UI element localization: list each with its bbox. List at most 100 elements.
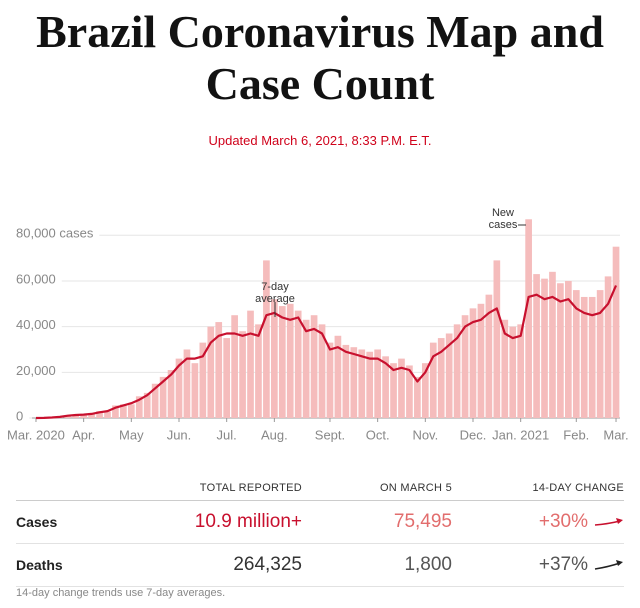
bar bbox=[580, 296, 588, 418]
bar bbox=[278, 306, 286, 418]
bar bbox=[271, 299, 278, 418]
y-tick-label: 0 bbox=[16, 408, 23, 423]
bar bbox=[112, 405, 119, 418]
bar bbox=[135, 396, 143, 418]
bar bbox=[565, 280, 572, 418]
bar bbox=[239, 331, 246, 418]
bar bbox=[263, 260, 270, 418]
bar bbox=[207, 326, 215, 418]
bar bbox=[326, 342, 334, 418]
bar bbox=[406, 365, 413, 418]
bar bbox=[104, 411, 111, 418]
bar bbox=[477, 303, 485, 418]
updated-time: Updated March 6, 2021, 8:33 P.M. E.T. bbox=[208, 133, 432, 148]
average-line bbox=[35, 285, 618, 420]
bar bbox=[318, 324, 326, 418]
x-tick-label: Aug. bbox=[261, 427, 288, 442]
x-tick-label: Feb. bbox=[563, 427, 589, 442]
cell: 75,495 bbox=[302, 500, 452, 544]
cell-text: +37% bbox=[538, 554, 588, 575]
bar bbox=[302, 319, 310, 418]
bar bbox=[557, 283, 564, 418]
bar bbox=[525, 219, 532, 418]
bar bbox=[167, 370, 175, 418]
cell-text: +30% bbox=[538, 511, 588, 532]
x-tick-label: Mar. 2020 bbox=[7, 427, 65, 442]
bar bbox=[143, 392, 151, 418]
bar bbox=[437, 338, 445, 418]
column-header: ON MARCH 5 bbox=[302, 478, 452, 501]
x-tick-label: Sept. bbox=[315, 427, 345, 442]
bar bbox=[485, 294, 493, 418]
bar bbox=[382, 356, 389, 418]
bar bbox=[231, 315, 238, 418]
bar bbox=[509, 326, 517, 418]
bar bbox=[120, 404, 127, 418]
footnote: 14-day change trends use 7-day averages. bbox=[16, 587, 226, 599]
y-tick-label: 80,000 cases bbox=[16, 226, 94, 241]
bar bbox=[247, 310, 254, 418]
bar bbox=[96, 411, 103, 418]
cell: 264,325 bbox=[106, 543, 302, 587]
bar bbox=[215, 322, 223, 418]
bar bbox=[445, 333, 453, 418]
bar bbox=[358, 349, 366, 418]
cell: 1,800 bbox=[302, 543, 452, 587]
bar bbox=[493, 260, 501, 418]
cell: 10.9 million+ bbox=[106, 500, 302, 544]
annotation: 7-day bbox=[261, 281, 289, 293]
x-tick-label: Mar. bbox=[603, 427, 628, 442]
y-tick-label: 60,000 bbox=[16, 271, 56, 286]
bar bbox=[294, 310, 302, 418]
bar bbox=[255, 324, 262, 418]
x-tick-label: Jul. bbox=[217, 427, 237, 442]
page-title: Brazil Coronavirus Map and Case Count bbox=[36, 6, 604, 109]
bar bbox=[374, 349, 381, 418]
x-tick-label: Oct. bbox=[366, 427, 390, 442]
x-tick-label: Jun. bbox=[167, 427, 192, 442]
chart: 0 20,000 40,000 60,000 80,000 cases Mar. 2020… bbox=[7, 207, 629, 443]
bar bbox=[342, 344, 350, 418]
bar bbox=[350, 347, 358, 418]
bar bbox=[612, 246, 620, 418]
summary-table: TOTAL REPORTED ON MARCH 5 14-DAY CHANGE … bbox=[16, 478, 624, 587]
bar bbox=[223, 338, 231, 418]
bars bbox=[40, 219, 620, 418]
x-tick-label: Apr. bbox=[72, 427, 95, 442]
table-header: TOTAL REPORTED ON MARCH 5 14-DAY CHANGE bbox=[16, 478, 624, 501]
bar bbox=[501, 319, 509, 418]
y-tick-label: 40,000 bbox=[16, 317, 56, 332]
bar bbox=[453, 324, 461, 418]
bar bbox=[414, 376, 421, 418]
x-tick-label: May bbox=[119, 427, 144, 442]
bar bbox=[175, 358, 183, 418]
bar bbox=[421, 363, 429, 418]
bar bbox=[588, 296, 596, 418]
y-tick-label: 20,000 bbox=[16, 363, 56, 378]
bar bbox=[334, 335, 342, 418]
bar bbox=[390, 363, 397, 418]
cell: +30% bbox=[452, 500, 624, 544]
bar bbox=[191, 363, 199, 418]
bar bbox=[151, 383, 159, 418]
table-row: Cases 10.9 million+ 75,495 +30% bbox=[16, 500, 624, 544]
bar bbox=[541, 278, 548, 418]
bar bbox=[604, 276, 612, 418]
column-header: 14-DAY CHANGE bbox=[452, 478, 624, 501]
bar bbox=[88, 412, 95, 418]
bar bbox=[469, 308, 477, 418]
cell: +37% bbox=[452, 543, 624, 587]
bar bbox=[286, 303, 294, 418]
annotation: cases bbox=[489, 219, 518, 231]
bar bbox=[533, 274, 540, 418]
bar bbox=[159, 376, 167, 418]
bar bbox=[183, 349, 191, 418]
column-header: TOTAL REPORTED bbox=[106, 478, 302, 501]
bar bbox=[517, 324, 525, 418]
bar bbox=[199, 342, 207, 418]
x-tick-label: Jan. 2021 bbox=[492, 427, 549, 442]
trend-arrow bbox=[594, 517, 623, 526]
annotation: average bbox=[255, 293, 295, 305]
bar bbox=[310, 315, 318, 418]
